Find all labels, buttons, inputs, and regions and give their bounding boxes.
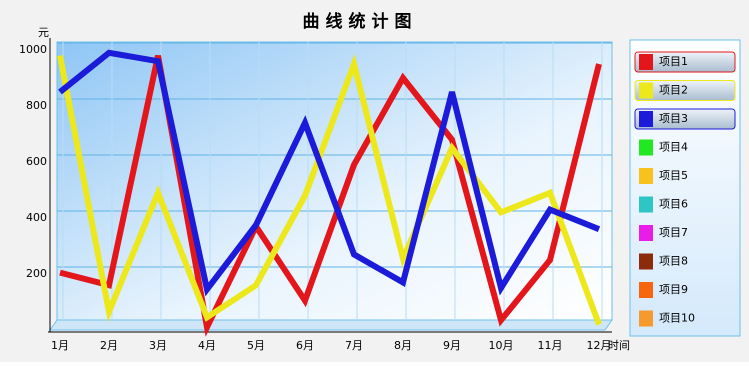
- legend-swatch: [639, 282, 653, 298]
- x-tick-label: 8月: [394, 339, 412, 352]
- legend-item-bg: [634, 80, 736, 101]
- y-tick-label: 400: [26, 211, 47, 224]
- legend-label: 项目5: [659, 169, 688, 182]
- x-tick-label: 9月: [443, 339, 461, 352]
- plot-area: [56, 41, 613, 321]
- x-tick-label: 1月: [51, 339, 69, 352]
- legend-swatch: [639, 310, 653, 327]
- legend-label: 项目9: [659, 283, 688, 296]
- x-tick-label: 7月: [345, 339, 363, 352]
- legend-swatch: [639, 54, 653, 70]
- legend-label: 项目1: [659, 55, 688, 68]
- legend-swatch: [639, 139, 653, 156]
- legend-swatch: [639, 111, 653, 127]
- y-axis-label: 元: [38, 26, 49, 39]
- y-tick-label: 600: [26, 155, 47, 168]
- legend-swatch: [639, 168, 653, 184]
- x-tick-label: 6月: [296, 339, 314, 352]
- x-tick-label: 11月: [538, 339, 563, 352]
- y-tick-label: 200: [26, 267, 47, 280]
- chart-title: 曲线统计图: [303, 11, 418, 32]
- legend-label: 项目10: [659, 312, 695, 325]
- x-tick-label: 3月: [149, 339, 167, 352]
- y-tick-label: 800: [26, 99, 47, 112]
- legend-swatch: [639, 225, 653, 241]
- x-axis-label: 时间: [608, 339, 630, 352]
- x-tick-label: 10月: [489, 339, 514, 352]
- x-tick-label: 5月: [247, 339, 265, 352]
- legend-item-bg: [634, 108, 736, 130]
- legend-label: 项目4: [659, 141, 688, 154]
- legend-swatch: [639, 196, 653, 213]
- line-series: [57, 53, 602, 326]
- legend-item-bg: [634, 51, 736, 73]
- legend-label: 项目3: [659, 112, 688, 125]
- x-tick-label: 12月: [587, 339, 612, 352]
- legend-label: 项目6: [659, 198, 688, 211]
- line-series: [58, 49, 601, 297]
- legend-label: 项目2: [659, 84, 688, 97]
- x-tick-label: 4月: [198, 339, 216, 352]
- legend-swatch: [639, 253, 653, 270]
- x-tick-label: 2月: [100, 339, 118, 352]
- legend-label: 项目8: [659, 255, 688, 268]
- plot-floor: [49, 319, 613, 331]
- y-tick-label: 1000: [19, 43, 47, 56]
- legend-swatch: [639, 82, 653, 99]
- line-series: [59, 54, 602, 337]
- legend-label: 项目7: [659, 226, 688, 239]
